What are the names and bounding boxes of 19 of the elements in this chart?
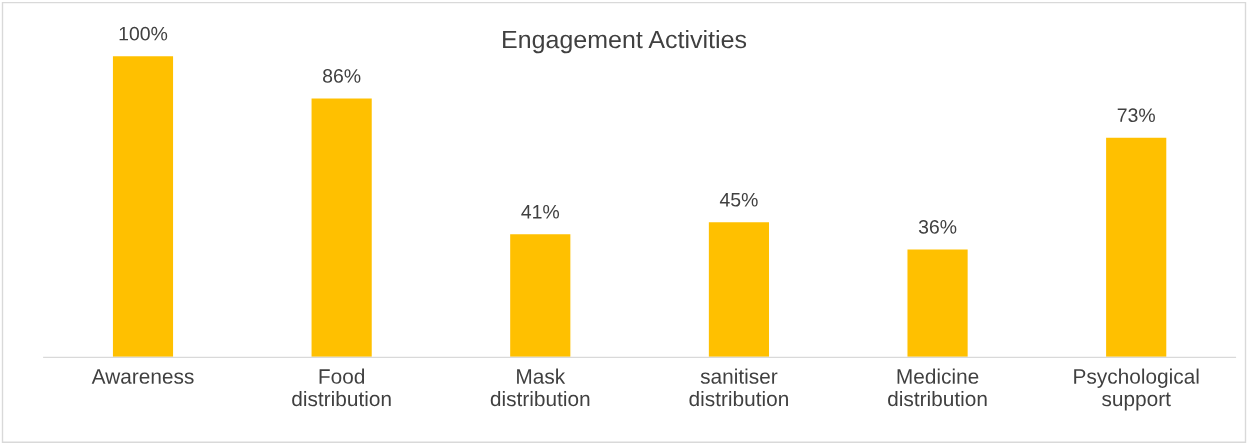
x-tick-label: Medicine distribution <box>888 368 987 407</box>
data-label: 86% <box>323 69 361 83</box>
data-label: 100% <box>119 26 168 41</box>
data-label: 41% <box>521 204 560 219</box>
x-tick-label: Mask distribution <box>490 368 590 407</box>
x-tick-label: Psychological support <box>1074 368 1199 411</box>
data-label: 36% <box>918 220 957 234</box>
chart-title: Engagement Activities <box>503 29 747 54</box>
data-label: 45% <box>719 192 758 207</box>
bar <box>707 220 771 359</box>
x-tick-label: Awareness <box>91 369 194 384</box>
bar <box>1104 136 1168 359</box>
data-label: 73% <box>1117 108 1155 123</box>
x-tick-label: Food distribution <box>292 368 391 407</box>
x-tick-label: sanitiser distribution <box>689 368 788 407</box>
bar <box>508 232 572 359</box>
bar <box>906 248 970 359</box>
bar <box>310 97 374 359</box>
bar <box>111 54 175 359</box>
